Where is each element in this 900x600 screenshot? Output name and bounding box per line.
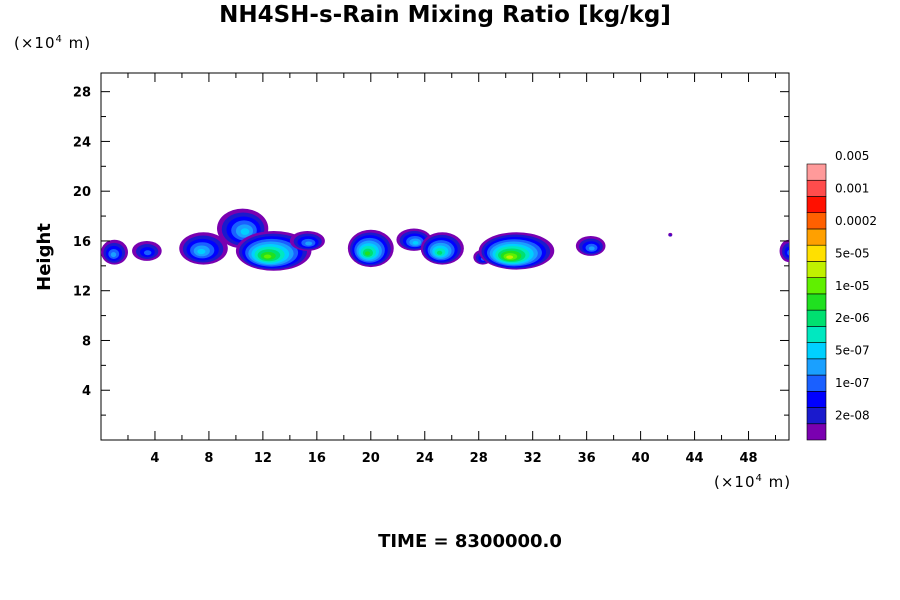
contour-fill: [436, 250, 443, 255]
x-tick-label: 48: [739, 451, 757, 466]
colorbar-label: 5e-07: [835, 344, 870, 358]
colorbar-label: 0.0002: [835, 214, 877, 228]
y-tick-label: 24: [73, 135, 91, 150]
y-tick-label: 8: [82, 334, 91, 349]
colorbar-label: 2e-06: [835, 311, 870, 325]
x-tick-label: 8: [204, 451, 213, 466]
colorbar-swatch: [806, 277, 827, 295]
colorbar-label: 5e-05: [835, 246, 870, 260]
colorbar-swatch: [806, 423, 827, 441]
contour-fill: [588, 246, 595, 251]
y-tick-label: 28: [73, 86, 91, 101]
contour-fill: [506, 255, 514, 259]
colorbar-swatch: [806, 374, 827, 392]
x-tick-label: 44: [686, 451, 704, 466]
contour-fill: [143, 250, 152, 256]
contour-fill: [240, 228, 250, 235]
x-tick-label: 32: [524, 451, 542, 466]
x-tick-label: 40: [632, 451, 650, 466]
colorbar-swatch: [806, 163, 827, 181]
contour-fill: [263, 254, 272, 259]
contour-fill: [412, 240, 419, 245]
colorbar-swatch: [806, 342, 827, 360]
x-tick-label: 24: [416, 451, 434, 466]
colorbar-swatch: [806, 179, 827, 197]
x-tick-label: 28: [470, 451, 488, 466]
contour-fill: [669, 234, 672, 237]
colorbar-swatch: [806, 326, 827, 343]
colorbar-label: 1e-05: [835, 279, 870, 293]
x-tick-label: 4: [150, 451, 159, 466]
y-axis-label: Height: [34, 223, 55, 291]
y-unit-prefix: (×10: [14, 34, 56, 52]
contour-fill: [110, 252, 117, 258]
y-tick-label: 4: [82, 384, 91, 399]
x-tick-label: 16: [308, 451, 326, 466]
x-unit-prefix: (×10: [714, 473, 756, 491]
y-tick-label: 20: [73, 185, 91, 200]
x-tick-label: 20: [362, 451, 380, 466]
colorbar-swatch: [806, 228, 827, 246]
time-label: TIME = 8300000.0: [378, 531, 562, 552]
contour-fill: [784, 246, 789, 258]
colorbar-label: 0.001: [835, 181, 869, 195]
colorbar-label: 1e-07: [835, 376, 870, 390]
y-axis-unit: (×104 m): [14, 34, 91, 52]
colorbar-swatch: [806, 293, 827, 311]
y-unit-suffix: m): [62, 34, 92, 52]
x-unit-exponent: 4: [755, 473, 763, 484]
colorbar-swatch: [806, 196, 827, 214]
x-axis-unit: (×104 m): [714, 473, 791, 491]
colorbar-swatch: [806, 309, 827, 327]
colorbar-label: 0.005: [835, 149, 869, 163]
colorbar-swatch: [806, 212, 827, 230]
y-tick-label: 12: [73, 285, 91, 300]
colorbar-swatch: [806, 407, 827, 425]
contour-fill: [787, 250, 789, 256]
y-tick-label: 16: [73, 235, 91, 250]
x-tick-label: 36: [578, 451, 596, 466]
colorbar-swatch: [806, 261, 827, 278]
contour-fill: [305, 241, 313, 246]
chart-title: NH4SH-s-Rain Mixing Ratio [kg/kg]: [219, 2, 671, 28]
colorbar-swatch: [806, 358, 827, 376]
colorbar-swatch: [806, 244, 827, 262]
contour-fill: [197, 248, 206, 255]
x-tick-label: 12: [254, 451, 272, 466]
colorbar-swatch: [806, 390, 827, 408]
colorbar-label: 2e-08: [835, 409, 870, 423]
contour-fill: [364, 251, 371, 256]
contour-layer: [101, 208, 789, 271]
y-unit-exponent: 4: [55, 34, 63, 45]
x-unit-suffix: m): [762, 473, 792, 491]
